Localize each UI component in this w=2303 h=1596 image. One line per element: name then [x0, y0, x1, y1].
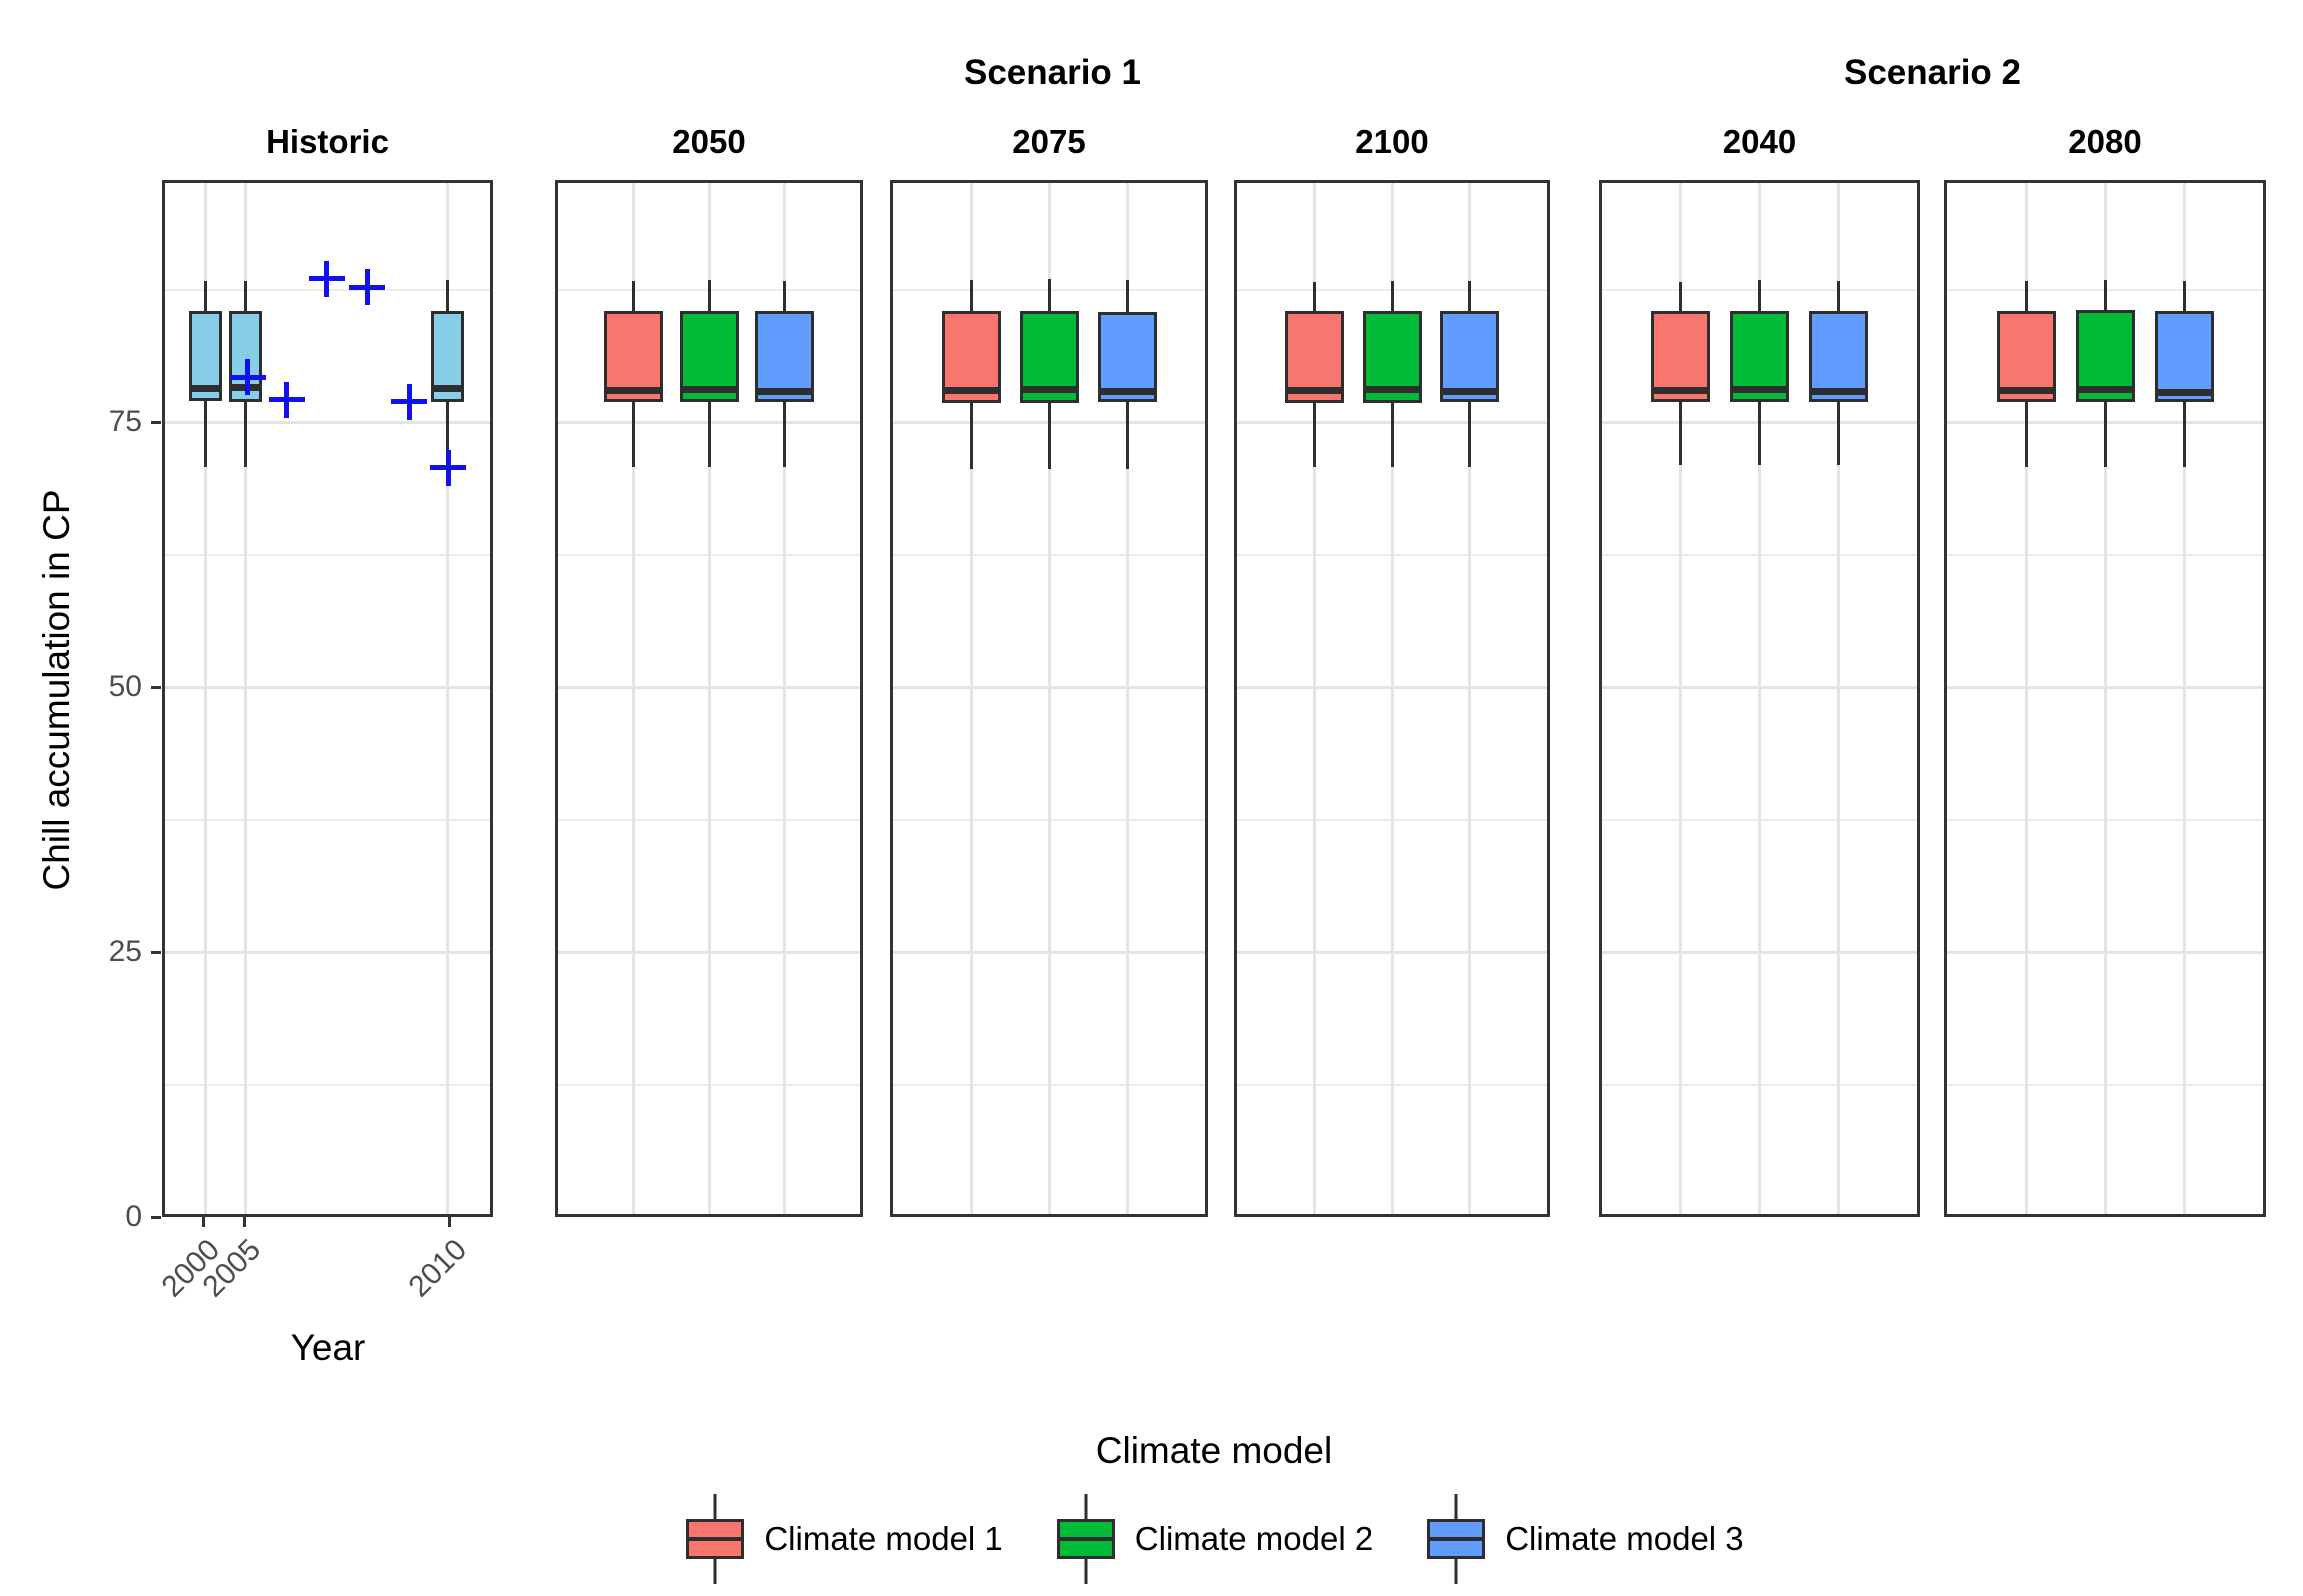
gridline-x — [969, 183, 973, 1214]
y-tick-mark — [151, 950, 161, 954]
panel-historic — [162, 180, 493, 1217]
outlier-plus-icon — [430, 449, 467, 486]
outlier-plus-icon — [268, 381, 305, 418]
boxplot-median — [1808, 387, 1868, 395]
gridline-x — [2024, 183, 2028, 1214]
facet-group-label-scenario-2: Scenario 2 — [1843, 53, 2022, 92]
boxplot-median — [941, 386, 1001, 394]
boxplot-median — [1285, 386, 1344, 394]
legend-item-climate-model-2: Climate model 2 — [1055, 1494, 1373, 1584]
outlier-plus-icon — [391, 383, 428, 420]
boxplot-box — [1440, 310, 1499, 402]
panel-title-2075: 2075 — [1012, 123, 1086, 160]
boxplot-median — [431, 384, 465, 392]
boxplot-box — [2154, 310, 2214, 402]
boxplot-median — [679, 385, 739, 393]
boxplot-box — [604, 310, 663, 402]
legend-item-climate-model-1: Climate model 1 — [684, 1494, 1003, 1584]
gridline-y-minor — [165, 818, 490, 821]
boxplot-key-icon — [1055, 1494, 1117, 1584]
boxplot-median — [1651, 386, 1711, 394]
facet-group-label-scenario-1: Scenario 1 — [963, 53, 1142, 92]
gridline-y-major — [165, 950, 490, 954]
gridline-x — [203, 183, 207, 1214]
boxplot-median — [1097, 387, 1157, 395]
x-axis-title: Year — [290, 1327, 366, 1368]
panel-title-historic: Historic — [266, 123, 389, 160]
gridline-x — [1679, 183, 1683, 1214]
panel-2080 — [1944, 180, 2266, 1217]
legend-title: Climate model — [1095, 1430, 1333, 1471]
boxplot-key-icon — [684, 1494, 746, 1584]
gridline-x — [1047, 183, 1051, 1214]
boxplot-median — [1362, 385, 1422, 393]
boxplot-median — [2154, 388, 2214, 396]
legend-label: Climate model 2 — [1134, 1520, 1374, 1557]
gridline-x — [1125, 183, 1129, 1214]
gridline-x — [1836, 183, 1840, 1214]
boxplot-median — [188, 384, 222, 392]
y-tick-label: 25 — [108, 935, 142, 968]
legend-label: Climate model 1 — [764, 1520, 1003, 1557]
boxplot-median — [604, 386, 663, 394]
boxplot-box — [1808, 310, 1868, 402]
panel-2075 — [890, 180, 1208, 1217]
boxplot-median — [1730, 385, 1789, 393]
boxplot-box — [1651, 310, 1711, 402]
boxplot-median — [755, 387, 814, 395]
panel-2050 — [555, 180, 863, 1217]
legend-label: Climate model 3 — [1505, 1520, 1744, 1557]
gridline-x — [1468, 183, 1471, 1214]
panel-title-2100: 2100 — [1355, 123, 1429, 160]
outlier-plus-icon — [308, 260, 345, 297]
legend: Climate model 1 Climate model 2 Climate … — [162, 1494, 2266, 1584]
gridline-x — [1313, 183, 1316, 1214]
gridline-x — [1390, 183, 1394, 1214]
boxplot-box — [1996, 310, 2056, 402]
y-tick-mark — [151, 1215, 161, 1219]
gridline-y-minor — [165, 553, 490, 556]
boxplot-median — [1996, 386, 2056, 394]
x-tick-mark — [448, 1217, 452, 1227]
gridline-x — [632, 183, 635, 1214]
boxplot-median — [2075, 385, 2135, 393]
y-tick-label: 50 — [108, 670, 142, 703]
gridline-y-major — [165, 685, 490, 689]
x-tick-mark — [242, 1217, 246, 1227]
gridline-x — [446, 183, 450, 1214]
boxplot-key-icon — [1425, 1494, 1487, 1584]
y-tick-label: 0 — [125, 1200, 142, 1233]
boxplot-median — [1440, 387, 1499, 395]
gridline-x — [244, 183, 248, 1214]
gridline-x — [2103, 183, 2107, 1214]
gridline-x — [2182, 183, 2186, 1214]
outlier-plus-icon — [229, 359, 266, 396]
gridline-x — [783, 183, 786, 1214]
panel-title-2040: 2040 — [1722, 123, 1797, 160]
y-tick-mark — [151, 420, 161, 424]
y-tick-label: 75 — [108, 405, 142, 438]
panel-2040 — [1599, 180, 1920, 1217]
outlier-plus-icon — [349, 269, 386, 306]
panel-title-2080: 2080 — [2068, 123, 2142, 160]
gridline-y-major — [165, 420, 490, 424]
gridline-y-minor — [165, 1083, 490, 1086]
legend-item-climate-model-3: Climate model 3 — [1425, 1494, 1744, 1584]
gridline-x — [1758, 183, 1761, 1214]
boxplot-box — [755, 310, 814, 402]
x-tick-label: 2010 — [402, 1233, 474, 1304]
boxplot-median — [1019, 385, 1079, 393]
gridline-x — [707, 183, 711, 1214]
boxplot-box — [1097, 311, 1157, 402]
panel-2100 — [1234, 180, 1550, 1217]
panel-title-2050: 2050 — [672, 123, 746, 160]
y-tick-mark — [151, 685, 161, 689]
x-tick-mark — [201, 1217, 205, 1227]
